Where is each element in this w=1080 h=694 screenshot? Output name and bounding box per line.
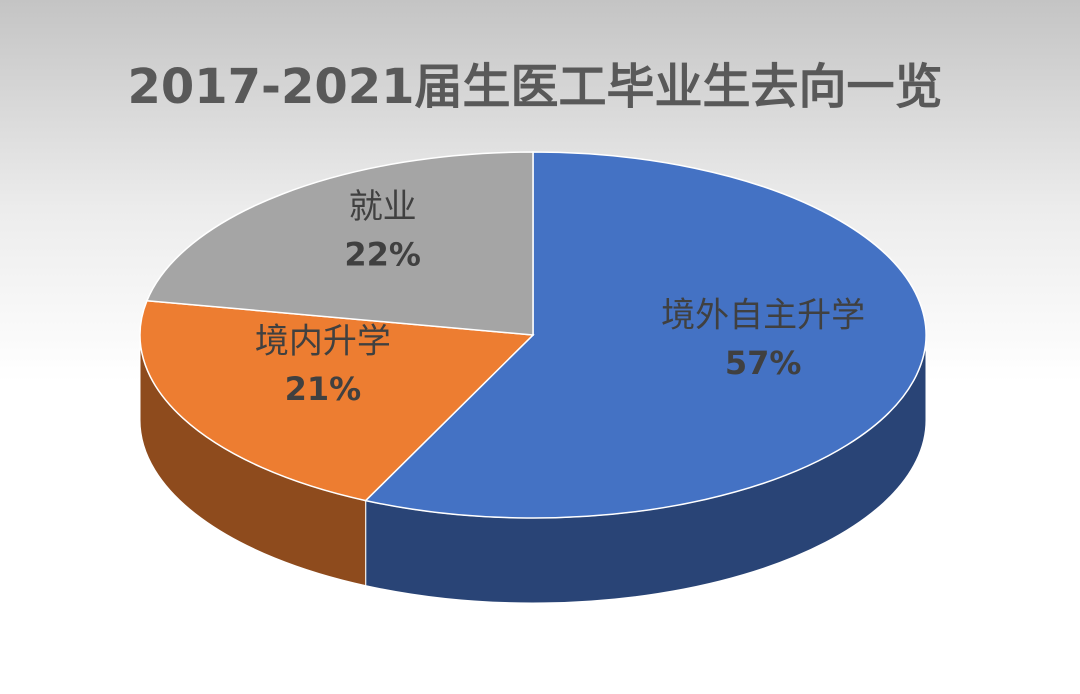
slice-value-label: 21% — [285, 370, 362, 408]
slice-name: 就业 — [349, 187, 417, 227]
pie-slice — [364, 151, 927, 519]
pie-tops — [139, 151, 927, 519]
data-labels: 境外自主升学 57% 境内升学 21% 就业 22% — [255, 187, 865, 408]
pie-slice — [145, 151, 534, 336]
chart-title: 2017-2021届生医工毕业生去向一览 — [127, 59, 942, 115]
slice-value-label: 22% — [344, 235, 421, 273]
slice-name: 境内升学 — [255, 321, 391, 361]
slice-name: 境外自主升学 — [661, 295, 865, 335]
pie-slice — [139, 299, 535, 502]
slice-value-label: 57% — [725, 344, 802, 382]
